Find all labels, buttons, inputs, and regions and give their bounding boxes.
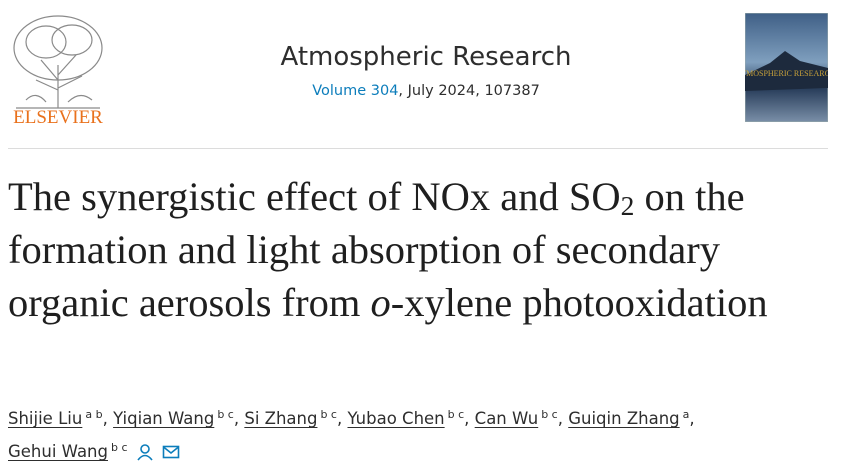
logo-tree-trunk (35, 54, 83, 108)
author-affiliations[interactable]: b c (110, 441, 128, 454)
icon-body (136, 454, 153, 461)
author-separator: , (336, 409, 343, 428)
journal-title[interactable]: Atmospheric Research (280, 42, 572, 72)
article-title: The synergistic effect of NOx and SO2 on… (8, 170, 838, 329)
icon-flap (162, 446, 179, 455)
title-italic: o (370, 280, 391, 325)
author-name[interactable]: Gehui Wang (8, 442, 108, 461)
logo-tree-leaves (51, 24, 93, 56)
author-separator: , (102, 409, 108, 428)
author-name[interactable]: Si Zhang (244, 409, 318, 428)
icon-head (139, 444, 150, 454)
icon-envelope (162, 445, 179, 459)
publisher-logo[interactable]: ELSEVIER (6, 10, 110, 128)
author-affiliations[interactable]: b c (217, 408, 234, 421)
journal-cover[interactable]: ATMOSPHERIC RESEARCH (745, 13, 828, 122)
author-affiliations[interactable]: a (682, 408, 690, 421)
author-separator: , (689, 409, 695, 428)
author: Si Zhang b c, (244, 409, 342, 428)
author-name[interactable]: Yubao Chen (347, 409, 445, 428)
author-separator: , (557, 409, 563, 428)
title-text: The synergistic effect of NOx and SO (8, 174, 621, 219)
title-subscript: 2 (620, 189, 635, 221)
cover-title: ATMOSPHERIC RESEARCH (745, 69, 828, 78)
title-text: -xylene photooxidation (390, 280, 768, 325)
logo-tree-leaves (25, 25, 67, 59)
author-affiliations[interactable]: b c (320, 408, 337, 421)
divider (8, 148, 828, 149)
author-separator: , (464, 409, 470, 428)
author: Can Wu b c, (475, 409, 563, 428)
author-affiliations[interactable]: a b (85, 408, 103, 421)
author: Gehui Wang b c (8, 442, 180, 461)
author-email-icon[interactable] (162, 443, 180, 461)
cover-mountain (745, 51, 828, 91)
author: Guiqin Zhang a, (568, 409, 694, 428)
author-name[interactable]: Yiqian Wang (113, 409, 215, 428)
logo-ground (16, 94, 100, 109)
author: Yubao Chen b c, (347, 409, 469, 428)
author-name[interactable]: Can Wu (474, 409, 539, 428)
issue-info: , July 2024, 107387 (398, 83, 540, 99)
author: Yiqian Wang b c, (113, 409, 239, 428)
logo-tree-crown (13, 15, 103, 81)
volume-line: Volume 304, July 2024, 107387 (200, 83, 652, 99)
author-profile-icon[interactable] (136, 443, 154, 461)
author-affiliations[interactable]: b c (541, 408, 558, 421)
author-list: Shijie Liu a b, Yiqian Wang b c, Si Zhang b… (8, 402, 768, 468)
author-affiliations[interactable]: b c (447, 408, 465, 421)
author-separator: , (233, 409, 240, 428)
title-text: on the formation and light absorption of… (8, 174, 745, 325)
author-name[interactable]: Guiqin Zhang (568, 409, 680, 428)
author: Shijie Liu a b, (8, 409, 108, 428)
author-name[interactable]: Shijie Liu (8, 409, 83, 428)
volume-link[interactable]: Volume 304 (312, 83, 399, 99)
publisher-name: ELSEVIER (13, 107, 103, 128)
